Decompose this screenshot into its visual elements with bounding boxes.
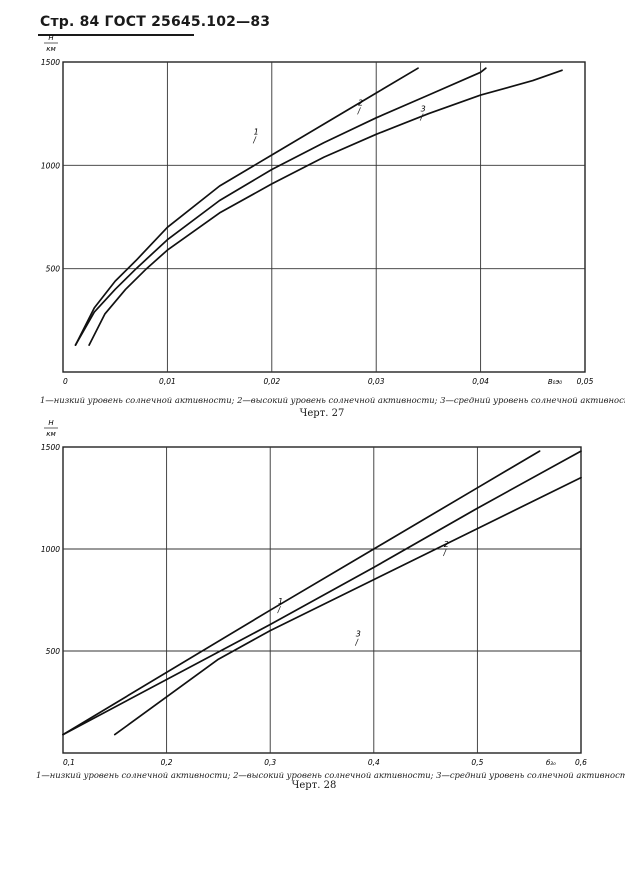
chart-28: 0,1 0,2 0,3 0,4 0,5 0,6 500 1000 1500 Hкм б₃ₒ 1 2 3 — [41, 420, 587, 767]
chart2-ylabel-h: H — [48, 420, 54, 427]
chart1-x-tick-label: 0 — [63, 377, 68, 386]
chart1-series-3-line — [88, 69, 563, 346]
chart1-curve-label-leader-3 — [419, 113, 424, 121]
chart1-xlabel: B₀э₀ — [548, 378, 562, 386]
chart1-curve-label-leader-2 — [357, 107, 361, 115]
chart2-x-tick-label: 0,3 — [264, 758, 276, 767]
chart1-x-tick-label: 0,05 — [577, 377, 594, 386]
chart1-x-tick-label: 0,02 — [263, 377, 280, 386]
chart2-ylabel-km: км — [46, 430, 56, 438]
page-header: Стр. 84 ГОСТ 25645.102—83 — [40, 14, 271, 30]
chart1-curve-label-leader-1 — [252, 136, 257, 144]
chart2-x-tick-label: 0,2 — [161, 758, 173, 767]
chart2-x-tick-label: 0,6 — [575, 758, 587, 767]
chart2-plot-frame — [62, 446, 582, 754]
chart2-curve-label-leader-3 — [354, 638, 359, 646]
chart1-x-tick-label: 0,04 — [472, 377, 489, 386]
chart2-curve-label-1: 1 — [278, 597, 283, 606]
chart2-series-3-line — [113, 476, 582, 736]
chart2-curve-label-leader-1 — [277, 605, 281, 614]
chart2-curve-label-2: 2 — [444, 540, 449, 549]
chart1-series-1-line — [74, 67, 419, 346]
chart-28-caption: 1—низкий уровень солнечной активности; 2… — [36, 770, 625, 780]
chart-27-title: Черт. 27 — [299, 408, 345, 419]
header-rule — [38, 34, 194, 36]
chart1-y-tick-label: 1500 — [41, 58, 60, 67]
chart1-y-tick-label: 1000 — [41, 161, 60, 170]
chart2-series-1-line — [62, 450, 541, 736]
chart1-curve-label-1: 1 — [254, 127, 259, 136]
chart-27: 0 0,01 0,02 0,03 0,04 0,05 500 1000 1500 Hкм B₀э₀ 1… — [41, 34, 594, 386]
chart2-y-tick-label: 1500 — [41, 443, 60, 452]
chart2-series-2-line — [62, 450, 582, 736]
chart2-curve-label-3: 3 — [356, 630, 361, 639]
chart1-curve-label-2: 2 — [358, 98, 363, 107]
chart-27-caption: 1—низкий уровень солнечной активности; 2… — [40, 395, 625, 405]
chart2-xlabel: б₃ₒ — [546, 759, 556, 767]
chart2-x-tick-label: 0,1 — [63, 758, 75, 767]
chart1-ylabel-km: км — [46, 45, 56, 53]
chart1-plot-frame — [62, 61, 586, 373]
chart2-y-tick-label: 500 — [46, 647, 61, 656]
chart2-x-tick-label: 0,5 — [471, 758, 483, 767]
chart1-x-tick-label: 0,01 — [159, 377, 176, 386]
chart2-x-tick-label: 0,4 — [368, 758, 380, 767]
chart1-series-2-line — [74, 67, 487, 346]
chart1-x-tick-label: 0,03 — [368, 377, 385, 386]
chart2-y-tick-label: 1000 — [41, 545, 60, 554]
chart2-curve-label-leader-2 — [442, 548, 447, 557]
chart1-ylabel-h: H — [48, 34, 54, 42]
chart-28-title: Черт. 28 — [291, 780, 337, 791]
chart1-y-tick-label: 500 — [46, 265, 61, 274]
chart1-curve-label-3: 3 — [421, 105, 426, 114]
